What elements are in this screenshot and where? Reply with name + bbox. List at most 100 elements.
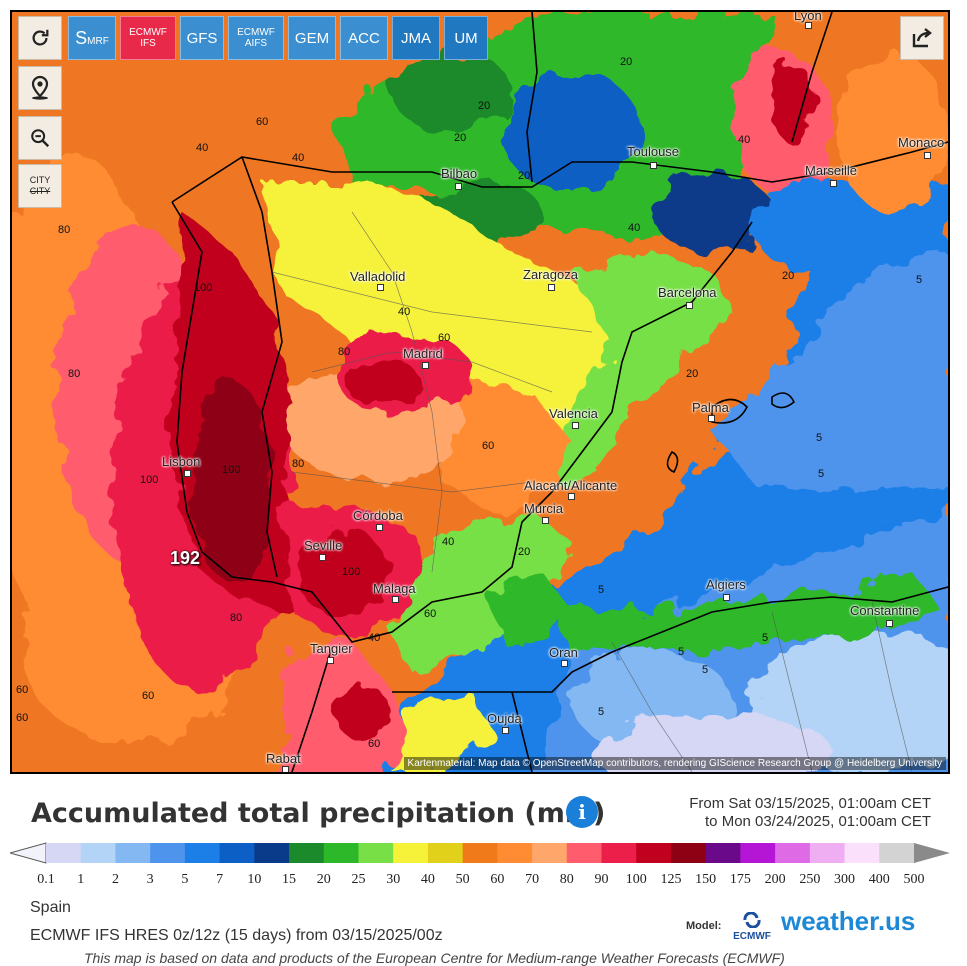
legend-swatch xyxy=(289,843,325,863)
city-toggle-label-struck: CITY xyxy=(29,186,51,196)
legend-swatch xyxy=(462,843,498,863)
weatherus-logo[interactable]: weather.us xyxy=(781,906,916,936)
legend-tick-label: 10 xyxy=(247,872,262,887)
contour-label: 60 xyxy=(482,440,495,452)
legend-tick-label: 30 xyxy=(386,872,401,887)
legend-tick-label: 60 xyxy=(490,872,505,887)
model-button-gfs[interactable]: GFS xyxy=(180,16,224,60)
legend-right-arrow xyxy=(914,843,950,863)
legend-tick-label: 100 xyxy=(625,872,647,887)
city-labels-toggle[interactable]: CITY CITY xyxy=(18,164,62,208)
contour-label: 5 xyxy=(816,432,823,444)
legend-tick-label: 25 xyxy=(351,872,366,887)
contour-label: 80 xyxy=(292,458,305,470)
legend-swatch xyxy=(80,843,116,863)
legend-swatch xyxy=(636,843,672,863)
precipitation-map[interactable]: Lyon Toulouse Marseille Monaco Bilbao Va… xyxy=(10,10,950,774)
data-disclaimer: This map is based on data and products o… xyxy=(84,950,785,966)
region-label: Spain xyxy=(30,899,71,916)
contour-label: 40 xyxy=(292,152,305,164)
legend-swatch xyxy=(115,843,151,863)
model-button-gem[interactable]: GEM xyxy=(288,16,336,60)
legend-tick-label: 125 xyxy=(660,872,682,887)
location-pin-icon xyxy=(31,75,49,100)
contour-label: 20 xyxy=(686,368,699,380)
model-button-acc[interactable]: ACC xyxy=(340,16,388,60)
legend-swatch xyxy=(219,843,255,863)
model-button-um[interactable]: UM xyxy=(444,16,488,60)
legend-swatch xyxy=(844,843,880,863)
legend-swatch xyxy=(601,843,637,863)
max-value-label: 192 xyxy=(170,548,201,568)
refresh-button[interactable] xyxy=(18,16,62,60)
share-button[interactable] xyxy=(900,16,944,60)
legend-swatch xyxy=(740,843,776,863)
legend-swatch xyxy=(532,843,568,863)
contour-label: 60 xyxy=(256,116,269,128)
zoom-out-button[interactable] xyxy=(18,116,62,160)
zoom-out-icon xyxy=(31,129,50,148)
contour-label: 5 xyxy=(916,274,923,286)
legend-tick-label: 400 xyxy=(868,872,890,887)
model-selector: S MRF ECMWF IFS GFS ECMWF AIFS GEM ACC JM… xyxy=(68,16,488,60)
contour-label: 20 xyxy=(620,56,633,68)
model-button-smrf[interactable]: S MRF xyxy=(68,16,116,60)
legend-left-arrow xyxy=(10,842,47,864)
legend-swatch xyxy=(427,843,464,863)
legend-tick-label: 3 xyxy=(146,872,154,887)
contour-label: 40 xyxy=(738,134,751,146)
contour-label: 40 xyxy=(398,306,411,318)
contour-label: 80 xyxy=(230,612,243,624)
period-to: to Mon 03/24/2025, 01:00am CET xyxy=(705,813,931,830)
legend-swatch xyxy=(670,843,707,863)
contour-label: 20 xyxy=(478,100,491,112)
contour-label: 60 xyxy=(16,712,29,724)
color-scale-legend xyxy=(10,842,950,864)
model-button-ecmwf-ifs[interactable]: ECMWF IFS xyxy=(120,16,176,60)
legend-tick-label: 40 xyxy=(420,872,435,887)
contour-label: 100 xyxy=(194,282,213,294)
contour-label: 100 xyxy=(140,474,159,486)
legend-tick-label: 5 xyxy=(181,872,189,887)
legend-swatch xyxy=(358,843,394,863)
model-button-jma[interactable]: JMA xyxy=(392,16,440,60)
contour-label: 40 xyxy=(196,142,209,154)
model-run-info: ECMWF IFS HRES 0z/12z (15 days) from 03/… xyxy=(30,927,443,944)
contour-label: 40 xyxy=(628,222,641,234)
legend-swatch xyxy=(323,843,359,863)
contour-label: 80 xyxy=(58,224,71,236)
legend-tick-label: 15 xyxy=(282,872,297,887)
contour-label: 20 xyxy=(518,546,531,558)
share-icon xyxy=(912,28,932,48)
map-canvas[interactable] xyxy=(12,12,948,772)
ecmwf-logo: ECMWF xyxy=(728,911,776,946)
legend-tick-label: 20 xyxy=(316,872,331,887)
contour-label: 5 xyxy=(762,632,769,644)
contour-label: 5 xyxy=(818,468,825,480)
refresh-icon xyxy=(32,29,49,46)
legend-swatch xyxy=(705,843,741,863)
contour-label: 80 xyxy=(68,368,81,380)
contour-label: 60 xyxy=(368,738,381,750)
contour-label: 20 xyxy=(782,270,795,282)
contour-label: 5 xyxy=(598,584,605,596)
locate-button[interactable] xyxy=(18,66,62,110)
info-icon[interactable]: i xyxy=(566,796,598,828)
legend-swatch xyxy=(393,843,429,863)
legend-swatch xyxy=(879,843,915,863)
legend-tick-label: 2 xyxy=(111,872,119,887)
contour-label: 60 xyxy=(142,690,155,702)
model-button-ecmwf-aifs[interactable]: ECMWF AIFS xyxy=(228,16,284,60)
map-attribution: Kartenmaterial: Map data © OpenStreetMap… xyxy=(403,757,946,770)
contour-label: 100 xyxy=(222,464,241,476)
contour-label: 60 xyxy=(424,608,437,620)
chart-title: Accumulated total precipitation (mm) xyxy=(31,798,606,829)
contour-label: 60 xyxy=(16,684,29,696)
model-label: Model: xyxy=(686,920,722,932)
contour-label: 20 xyxy=(454,132,467,144)
legend-tick-label: 250 xyxy=(799,872,821,887)
period-from: From Sat 03/15/2025, 01:00am CET xyxy=(689,795,931,812)
contour-label: 5 xyxy=(678,646,685,658)
legend-swatch xyxy=(254,843,290,863)
legend-swatch xyxy=(775,843,811,863)
